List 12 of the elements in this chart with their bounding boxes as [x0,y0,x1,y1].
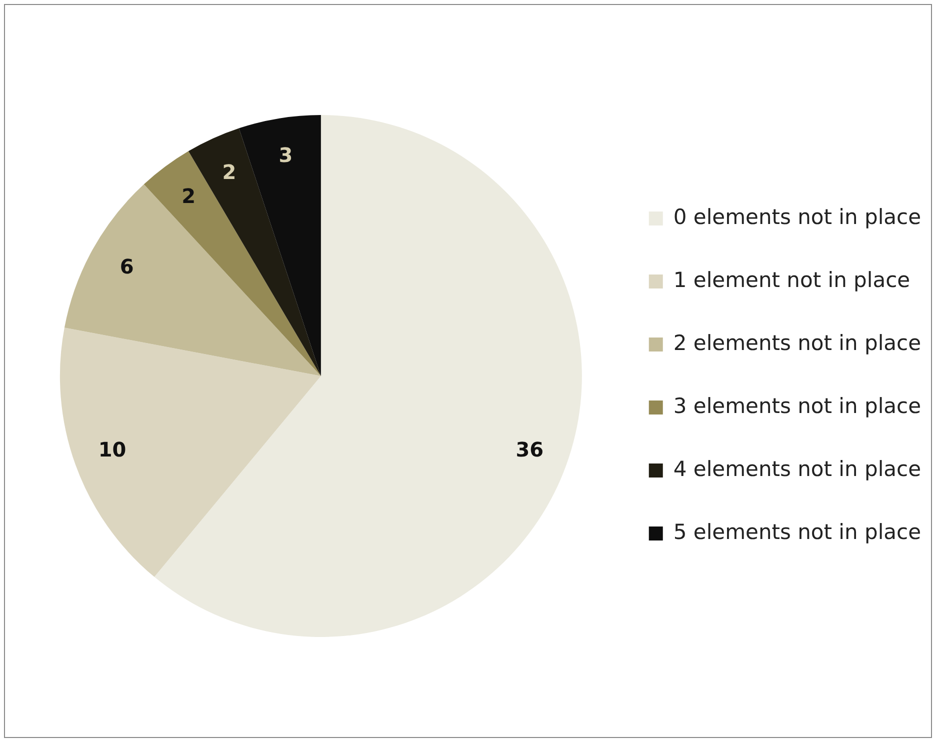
data-label: 6 [120,254,134,279]
data-label: 36 [516,437,544,462]
legend-label: 4 elements not in place [673,456,922,481]
legend-label: 5 elements not in place [673,520,922,544]
data-label: 2 [182,184,196,208]
data-label: 2 [222,160,236,184]
legend-label: 3 elements not in place [673,394,922,418]
legend-label: 0 elements not in place [673,204,922,229]
data-label: 3 [278,143,293,168]
legend-label: 2 elements not in place [673,330,922,355]
data-label: 10 [98,437,126,462]
legend-label: 1 element not in place [673,268,910,292]
